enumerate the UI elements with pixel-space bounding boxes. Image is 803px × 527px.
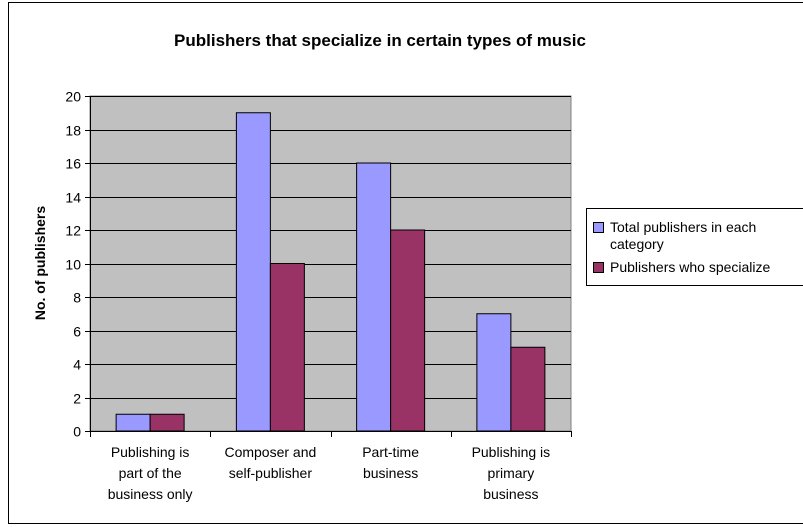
- y-tick-label: 2: [73, 391, 81, 407]
- y-tick-label: 6: [73, 324, 81, 340]
- y-tick-label: 14: [65, 190, 81, 206]
- bar-total: [476, 313, 512, 432]
- legend-item-total: Total publishers in each category: [593, 219, 803, 253]
- bar-specialize: [269, 263, 305, 432]
- bar-specialize: [390, 229, 426, 432]
- legend-swatch-specialize: [593, 262, 604, 273]
- legend-label-specialize: Publishers who specialize: [610, 259, 771, 275]
- y-tick-label: 4: [73, 357, 81, 373]
- y-tick-label: 18: [65, 123, 81, 139]
- y-tick-label: 8: [73, 290, 81, 306]
- y-tick-label: 16: [65, 156, 81, 172]
- bar-total: [115, 413, 151, 432]
- y-tick-label: 10: [65, 257, 81, 273]
- bar-specialize: [510, 346, 546, 432]
- x-category-label: Composer and self-publisher: [224, 444, 316, 481]
- legend: Total publishers in each category Publis…: [586, 208, 803, 286]
- y-axis-label: No. of publishers: [32, 206, 48, 321]
- bar-total: [356, 162, 392, 432]
- chart-title: Publishers that specialize in certain ty…: [174, 31, 586, 50]
- legend-swatch-total: [593, 222, 604, 233]
- y-tick-label: 12: [65, 223, 81, 239]
- y-tick-label: 20: [65, 89, 81, 105]
- x-category-label: Publishing is part of the business only: [108, 444, 193, 502]
- bar-specialize: [149, 413, 185, 432]
- x-category-label: Publishing is primary business: [472, 444, 551, 502]
- bar-total: [235, 112, 271, 432]
- legend-label-total: Total publishers in each category: [610, 219, 757, 252]
- legend-item-specialize: Publishers who specialize: [593, 259, 803, 276]
- y-tick-label: 0: [73, 424, 81, 440]
- x-category-label: Part-time business: [362, 444, 419, 481]
